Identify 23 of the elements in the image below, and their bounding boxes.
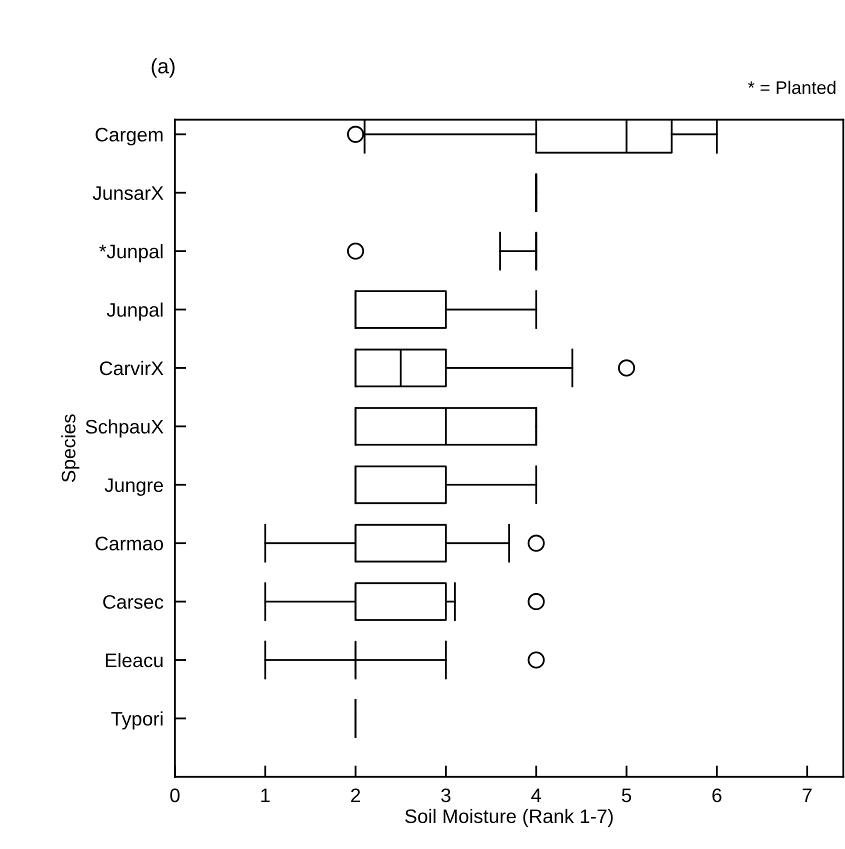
y-tick-label: JunsarX xyxy=(92,186,164,200)
x-tick-label: 2 xyxy=(351,788,360,802)
x-tick-label: 5 xyxy=(622,788,632,802)
x-tick-label: 3 xyxy=(441,788,450,802)
y-tick-label: Junpal xyxy=(106,302,163,321)
y-tick-label: Carmao xyxy=(96,536,163,550)
x-tick-label: 1 xyxy=(261,788,270,802)
y-tick-label: SchpauX xyxy=(86,419,164,438)
x-tick-label: 7 xyxy=(802,788,812,802)
y-tick-label: Jungre xyxy=(104,478,163,496)
text: * = Planted xyxy=(748,80,836,94)
y-tick-label: *Junpal xyxy=(99,244,163,262)
y-tick-label: Typori xyxy=(111,711,162,730)
x-axis-title: Soil Moisture (Rank 1-7) xyxy=(405,808,613,827)
y-tick-label: Carsec xyxy=(103,595,164,609)
x-tick-label: 0 xyxy=(170,788,180,802)
y-axis-title: Species xyxy=(61,414,80,482)
y-tick-label: CarvirX xyxy=(100,360,164,376)
x-tick-label: 4 xyxy=(531,788,542,802)
y-tick-label: Cargem xyxy=(96,128,163,146)
x-tick-label: 6 xyxy=(712,788,722,802)
y-tick-label: Eleacu xyxy=(106,652,163,668)
chart-title: (a) xyxy=(152,58,175,78)
